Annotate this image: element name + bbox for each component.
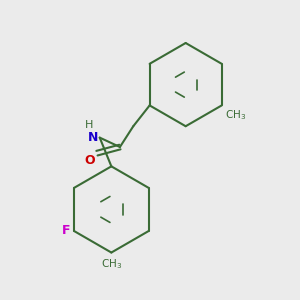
Text: CH$_3$: CH$_3$ [225, 108, 247, 122]
Text: O: O [85, 154, 95, 167]
Text: CH$_3$: CH$_3$ [101, 257, 122, 271]
Text: F: F [62, 224, 70, 238]
Text: N: N [88, 131, 98, 144]
Text: H: H [85, 120, 94, 130]
